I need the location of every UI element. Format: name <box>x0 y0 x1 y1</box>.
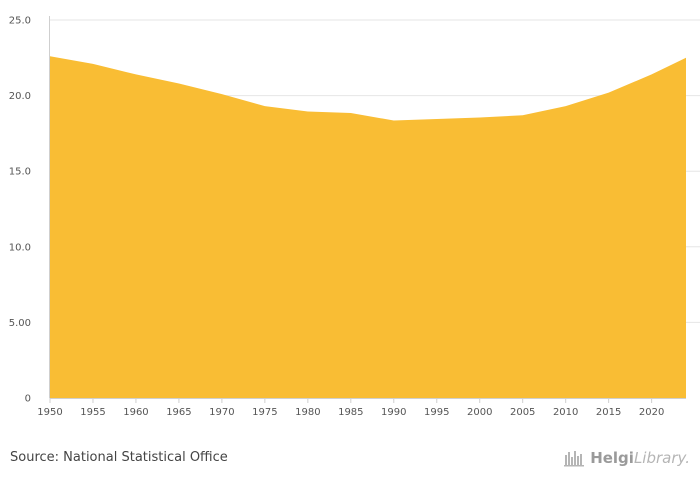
x-tick-label: 1980 <box>295 407 320 418</box>
x-tick-label: 1955 <box>80 407 105 418</box>
brand-logo: HelgiLibrary. <box>564 449 690 467</box>
x-tick-label: 2015 <box>596 407 621 418</box>
y-tick-label: 20.0 <box>9 91 31 102</box>
y-tick-label: 0 <box>25 394 31 405</box>
x-tick-label: 1985 <box>338 407 363 418</box>
x-tick-label: 1970 <box>209 407 234 418</box>
axes <box>49 16 686 399</box>
x-tick-label: 2005 <box>510 407 535 418</box>
y-axis-ticks: 0 5.00 10.0 15.0 20.0 25.0 <box>9 16 31 405</box>
area-series <box>50 56 686 398</box>
x-tick-label: 1990 <box>381 407 406 418</box>
x-tick-label: 1950 <box>37 407 62 418</box>
x-tick-label: 2020 <box>639 407 664 418</box>
x-axis-ticks: 1950 1955 1960 1965 1970 1975 1980 1985 1990 1995… <box>37 398 664 418</box>
y-tick-label: 25.0 <box>9 16 31 27</box>
brand-name-bold: Helgi <box>590 449 634 467</box>
source-note: Source: National Statistical Office <box>10 450 228 465</box>
helgi-library-logo-icon <box>564 451 585 467</box>
y-tick-label: 15.0 <box>9 167 31 178</box>
x-tick-label: 1995 <box>424 407 449 418</box>
x-tick-label: 1965 <box>166 407 191 418</box>
x-tick-label: 1975 <box>252 407 277 418</box>
x-tick-label: 2010 <box>553 407 578 418</box>
y-tick-label: 10.0 <box>9 242 31 253</box>
x-tick-label: 1960 <box>123 407 148 418</box>
y-tick-label: 5.00 <box>9 318 31 329</box>
brand-name-light: Library. <box>633 449 690 467</box>
x-tick-label: 2000 <box>467 407 492 418</box>
